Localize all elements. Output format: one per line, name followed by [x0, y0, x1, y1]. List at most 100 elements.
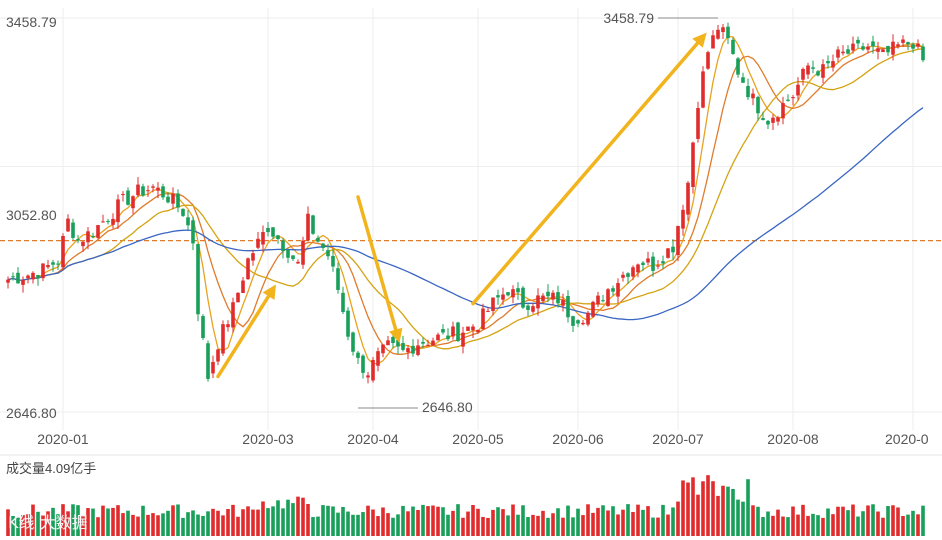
candle-body: [341, 292, 345, 312]
volume-bar: [356, 514, 360, 536]
volume-bar: [221, 515, 225, 536]
candle-body: [11, 276, 15, 278]
volume-bar: [816, 515, 820, 536]
volume-bar: [796, 514, 800, 536]
volume-bar: [471, 505, 475, 536]
volume-bar: [246, 506, 250, 536]
volume-bar: [6, 509, 10, 536]
volume-bar: [756, 506, 760, 536]
volume-bar: [101, 505, 105, 536]
candle-body: [676, 226, 680, 256]
candle-body: [111, 218, 115, 225]
candle-body: [716, 29, 720, 39]
candle-body: [811, 67, 815, 69]
candle-body: [26, 275, 30, 279]
candle-body: [581, 322, 585, 325]
volume-bar: [731, 488, 735, 536]
candle-body: [521, 287, 525, 308]
volume-bar: [46, 511, 50, 536]
candle-body: [121, 194, 125, 196]
volume-bar: [336, 512, 340, 536]
candle-body: [441, 329, 445, 333]
grid-lines: [0, 8, 942, 430]
volume-bar: [896, 507, 900, 536]
volume-bar: [36, 511, 40, 536]
volume-bar: [461, 517, 465, 536]
volume-bar: [311, 517, 315, 536]
trend-arrow: [216, 284, 276, 379]
volume-bar: [381, 507, 385, 536]
candle-body: [171, 193, 175, 204]
volume-bar: [236, 516, 240, 536]
volume-bar: [681, 480, 685, 536]
candle-body: [426, 344, 430, 346]
candle-body: [736, 58, 740, 75]
candle-body: [36, 275, 40, 279]
candle-body: [471, 326, 475, 331]
candle-body: [541, 295, 545, 302]
volume-bar: [386, 513, 390, 536]
candle-body: [601, 300, 605, 302]
candle-body: [596, 295, 600, 305]
volume-bars: [6, 475, 925, 536]
candle-body: [331, 255, 335, 267]
volume-bar: [846, 510, 850, 536]
candle-body: [361, 355, 365, 373]
candle-body: [836, 49, 840, 58]
volume-bar: [916, 514, 920, 536]
volume-bar: [526, 517, 530, 536]
volume-bar: [586, 504, 590, 536]
volume-bar: [111, 507, 115, 536]
volume-bar: [806, 515, 810, 536]
volume-bar: [26, 514, 30, 536]
volume-title: 成交量4.09亿手: [6, 461, 96, 476]
candle-body: [901, 39, 905, 43]
volume-bar: [761, 517, 765, 536]
volume-bar: [496, 507, 500, 536]
candle-body: [576, 320, 580, 324]
volume-bar: [536, 515, 540, 536]
candle-body: [386, 340, 390, 346]
volume-bar: [736, 499, 740, 536]
candle-body: [31, 272, 35, 280]
x-tick-label: 2020-06: [552, 431, 604, 447]
candle-body: [21, 280, 25, 285]
y-tick-label: 3458.79: [6, 14, 57, 30]
high-callout-label: 3458.79: [603, 10, 654, 26]
volume-bar: [231, 504, 235, 536]
low-callout-label: 2646.80: [422, 399, 473, 415]
volume-bar: [31, 504, 35, 536]
candle-body: [131, 196, 135, 209]
volume-bar: [321, 505, 325, 536]
volume-bar: [631, 512, 635, 536]
candle-body: [506, 292, 510, 296]
candle-body: [76, 239, 80, 241]
volume-bar: [866, 505, 870, 536]
volume-bar: [851, 504, 855, 536]
candle-body: [271, 227, 275, 237]
candle-body: [86, 231, 90, 243]
volume-bar: [556, 508, 560, 536]
volume-bar: [546, 517, 550, 536]
volume-bar: [856, 516, 860, 536]
candle-body: [186, 217, 190, 226]
volume-bar: [611, 506, 615, 536]
candle-body: [816, 71, 820, 76]
volume-bar: [391, 517, 395, 536]
candle-body: [486, 310, 490, 312]
volume-bar: [396, 514, 400, 536]
volume-bar: [91, 508, 95, 536]
volume-bar: [671, 507, 675, 536]
candle-body: [356, 352, 360, 358]
volume-bar: [521, 505, 525, 536]
volume-bar: [481, 516, 485, 536]
volume-bar: [176, 504, 180, 536]
candle-body: [376, 351, 380, 366]
candle-body: [151, 186, 155, 188]
volume-bar: [871, 504, 875, 536]
volume-bar: [881, 517, 885, 536]
candle-body: [166, 196, 170, 203]
candle-body: [861, 46, 865, 50]
volume-bar: [86, 508, 90, 536]
candle-body: [406, 348, 410, 353]
